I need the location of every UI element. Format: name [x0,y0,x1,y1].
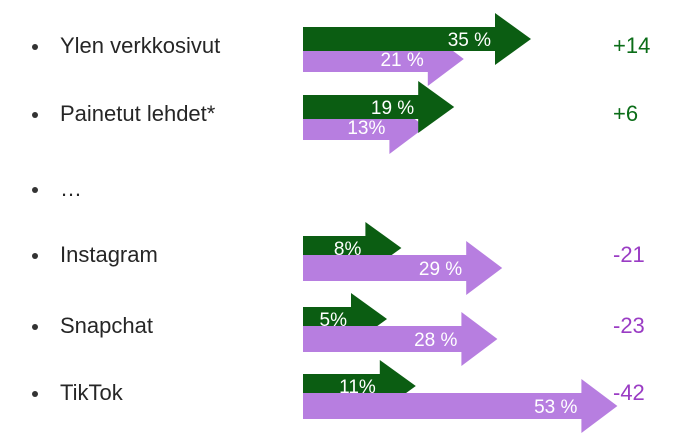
category-label: Instagram [60,242,158,267]
bullet [32,324,38,330]
arrow [303,13,531,65]
arrow [303,379,618,433]
bullet [32,112,38,118]
value-label: 28 % [414,330,457,351]
value-label: 8% [334,239,362,260]
value-label: 5% [320,310,348,331]
difference-label: +6 [613,101,638,126]
arrow [303,312,498,366]
bullet [32,187,38,193]
bullet [32,253,38,259]
arrow [303,32,464,86]
value-label: 13% [347,118,385,139]
difference-label: +14 [613,33,650,58]
value-label: 11% [339,377,376,398]
difference-label: -42 [613,380,645,405]
difference-label: -23 [613,313,645,338]
bullet [32,391,38,397]
value-label: 35 % [448,30,491,51]
category-label: … [60,176,82,201]
value-label: 29 % [419,259,462,280]
category-label: Painetut lehdet* [60,101,216,126]
category-label: Snapchat [60,313,153,338]
category-label: Ylen verkkosivut [60,33,220,58]
value-label: 19 % [371,98,414,119]
value-label: 53 % [534,397,577,418]
bullet [32,44,38,50]
arrow [303,81,455,133]
difference-label: -21 [613,242,645,267]
category-label: TikTok [60,380,124,405]
value-label: 21 % [380,50,423,71]
arrow [303,241,503,295]
